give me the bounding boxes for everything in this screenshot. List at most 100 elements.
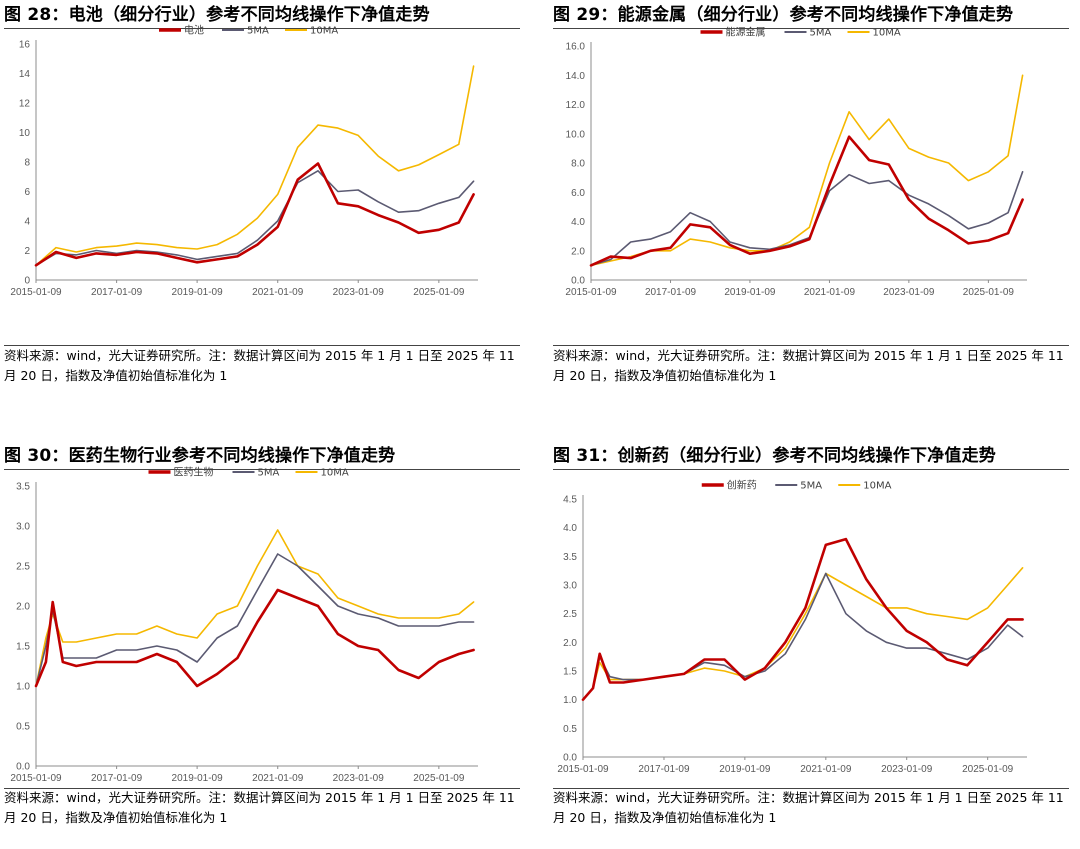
note-divider: [4, 788, 520, 789]
legend-label: 5MA: [258, 468, 280, 479]
x-tick-label: 2019-01-09: [172, 773, 224, 784]
y-tick-label: 2.0: [571, 246, 585, 257]
legend-label: 10MA: [863, 481, 891, 492]
title-divider: [4, 28, 520, 29]
chart-panel-31: 图 31：创新药（细分行业）参考不同均线操作下净值走势 0.0 0.5 1.0 1.5…: [553, 441, 1069, 831]
legend-item: 10MA: [295, 468, 349, 479]
x-tick-label: 2019-01-09: [172, 287, 224, 298]
y-tick-label: 0.0: [563, 753, 577, 764]
y-tick-label: 4: [24, 217, 30, 228]
y-tick-label: 4.0: [571, 217, 585, 228]
chart-title: 图 28：电池（细分行业）参考不同均线操作下净值走势: [4, 5, 430, 25]
y-tick-label: 16: [19, 40, 31, 51]
source-note-line: 月 20 日，指数及净值初始值标准化为 1: [4, 810, 228, 825]
source-note: 资料来源：wind，光大证券研究所。注：数据计算区间为 2015 年 1 月 1…: [4, 346, 515, 386]
source-note-line: 资料来源：wind，光大证券研究所。注：数据计算区间为 2015 年 1 月 1…: [553, 348, 1064, 363]
chart-panel-29: 图 29：能源金属（细分行业）参考不同均线操作下净值走势 0.0 2.0 4.0 6.…: [553, 0, 1069, 390]
x-tick-label: 2019-01-09: [719, 764, 771, 775]
line-chart: 0.0 2.0 4.0 6.0 8.0 10.0 12.0 14.0 16.0 2015-01-0…: [565, 26, 1027, 298]
source-note: 资料来源：wind，光大证券研究所。注：数据计算区间为 2015 年 1 月 1…: [553, 346, 1064, 386]
legend-label: 5MA: [247, 26, 269, 37]
x-tick-label: 2021-01-09: [800, 764, 852, 775]
chart-title: 图 29：能源金属（细分行业）参考不同均线操作下净值走势: [553, 5, 1014, 25]
y-tick-label: 14: [19, 69, 31, 80]
source-note-line: 资料来源：wind，光大证券研究所。注：数据计算区间为 2015 年 1 月 1…: [4, 790, 515, 805]
x-tick-label: 2021-01-09: [252, 287, 304, 298]
legend-label: 能源金属: [726, 26, 766, 39]
line-chart: 0.0 0.5 1.0 1.5 2.0 2.5 3.0 3.5 4.0 4.5 2015-01-09…: [557, 479, 1027, 775]
x-tick-label: 2023-01-09: [883, 287, 935, 298]
y-tick-label: 0.5: [16, 722, 30, 733]
x-tick-label: 2025-01-09: [413, 773, 465, 784]
y-tick-label: 1.5: [563, 667, 577, 678]
note-divider: [553, 345, 1069, 346]
y-tick-label: 3.0: [16, 522, 30, 533]
legend-item: 5MA: [222, 26, 269, 37]
chart-panel-30: 图 30：医药生物行业参考不同均线操作下净值走势 0.0 0.5 1.0 1.5 2.0…: [4, 441, 520, 831]
x-tick-label: 2017-01-09: [91, 773, 143, 784]
note-divider: [553, 788, 1069, 789]
note-divider: [4, 345, 520, 346]
legend-label: 5MA: [810, 28, 832, 39]
source-note-line: 资料来源：wind，光大证券研究所。注：数据计算区间为 2015 年 1 月 1…: [553, 790, 1064, 805]
legend-item: 创新药: [701, 479, 757, 492]
x-tick-label: 2023-01-09: [881, 764, 933, 775]
y-tick-label: 0: [24, 276, 30, 287]
x-tick-label: 2017-01-09: [645, 287, 697, 298]
x-tick-label: 2025-01-09: [963, 287, 1015, 298]
y-tick-label: 10: [19, 128, 31, 139]
y-tick-label: 0.0: [16, 762, 30, 773]
y-tick-label: 14.0: [566, 71, 586, 82]
series-line-0: [589, 135, 1024, 267]
legend-label: 5MA: [800, 481, 822, 492]
series-line-2: [35, 529, 475, 687]
legend-item: 5MA: [784, 28, 832, 39]
y-tick-label: 2.0: [16, 602, 30, 613]
x-tick-label: 2015-01-09: [557, 764, 609, 775]
legend-item: 医药生物: [148, 466, 214, 479]
legend-item: 电池: [159, 24, 204, 37]
y-tick-label: 1.5: [16, 642, 30, 653]
legend-item: 能源金属: [700, 26, 766, 39]
legend-label: 创新药: [727, 479, 757, 492]
legend-item: 10MA: [285, 26, 338, 37]
y-tick-label: 8.0: [571, 159, 585, 170]
series-line-1: [35, 170, 475, 267]
title-divider: [553, 28, 1069, 29]
legend-label: 10MA: [873, 28, 901, 39]
y-tick-label: 10.0: [566, 129, 586, 140]
y-tick-label: 2.5: [563, 609, 577, 620]
y-tick-label: 0.5: [563, 724, 577, 735]
x-tick-label: 2025-01-09: [413, 287, 465, 298]
y-tick-label: 2.5: [16, 562, 30, 573]
legend-item: 10MA: [847, 28, 901, 39]
legend-item: 10MA: [838, 481, 892, 492]
x-tick-label: 2015-01-09: [10, 773, 62, 784]
source-note-line: 资料来源：wind，光大证券研究所。注：数据计算区间为 2015 年 1 月 1…: [4, 348, 515, 363]
x-tick-label: 2015-01-09: [565, 287, 617, 298]
legend-label: 电池: [184, 24, 204, 37]
y-tick-label: 2.0: [563, 638, 577, 649]
chart-panel-28: 图 28：电池（细分行业）参考不同均线操作下净值走势 0 2 4 6 8 10 12 14 16…: [4, 0, 520, 390]
y-tick-label: 12.0: [566, 100, 586, 111]
y-tick-label: 3.0: [563, 581, 577, 592]
source-note-line: 月 20 日，指数及净值初始值标准化为 1: [4, 368, 228, 383]
line-chart: 0.0 0.5 1.0 1.5 2.0 2.5 3.0 3.5 2015-01-09 2017-0…: [10, 466, 478, 784]
x-tick-label: 2025-01-09: [962, 764, 1014, 775]
legend-label: 医药生物: [174, 466, 214, 479]
y-tick-label: 6: [24, 187, 30, 198]
series-line-2: [590, 74, 1024, 267]
y-tick-label: 1.0: [563, 695, 577, 706]
x-tick-label: 2017-01-09: [91, 287, 143, 298]
x-tick-label: 2023-01-09: [333, 287, 385, 298]
y-tick-label: 3.5: [16, 482, 30, 493]
x-tick-label: 2015-01-09: [10, 287, 62, 298]
legend-label: 10MA: [310, 26, 338, 37]
source-note-line: 月 20 日，指数及净值初始值标准化为 1: [553, 368, 777, 383]
y-tick-label: 0.0: [571, 276, 585, 287]
series-line-2: [35, 65, 475, 267]
y-tick-label: 6.0: [571, 188, 585, 199]
y-tick-label: 4.0: [563, 523, 577, 534]
y-tick-label: 3.5: [563, 552, 577, 563]
title-divider: [4, 469, 520, 470]
